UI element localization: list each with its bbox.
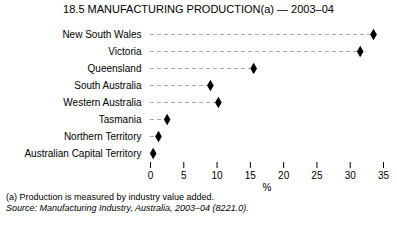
- svg-text:10: 10: [212, 170, 224, 181]
- svg-text:5: 5: [181, 170, 187, 181]
- svg-text:0: 0: [148, 170, 154, 181]
- svg-text:25: 25: [311, 170, 323, 181]
- svg-text:35: 35: [378, 170, 390, 181]
- svg-text:Northern Territory: Northern Territory: [64, 131, 142, 142]
- svg-text:Victoria: Victoria: [108, 46, 142, 57]
- html-text:(a) Production is measured by: (a) Production is measured by industry v…: [6, 192, 215, 202]
- svg-text:15: 15: [245, 170, 257, 181]
- svg-text:Australian Capital Territory: Australian Capital Territory: [24, 148, 141, 159]
- svg-text:30: 30: [345, 170, 357, 181]
- svg-text:Western Australia: Western Australia: [63, 97, 142, 108]
- svg-text:South Australia: South Australia: [74, 80, 142, 91]
- html-text:Source: Manufacturing Industry: Source: Manufacturing Industry, Australi…: [6, 203, 249, 213]
- html-text:18.5 MANUFACTURING PRODUCTION(: 18.5 MANUFACTURING PRODUCTION(a) — 2003–…: [63, 3, 334, 15]
- svg-text:Queensland: Queensland: [88, 63, 142, 74]
- svg-text:New South Wales: New South Wales: [62, 29, 141, 40]
- svg-text:20: 20: [278, 170, 290, 181]
- svg-text:%: %: [263, 182, 272, 193]
- svg-text:Tasmania: Tasmania: [99, 114, 142, 125]
